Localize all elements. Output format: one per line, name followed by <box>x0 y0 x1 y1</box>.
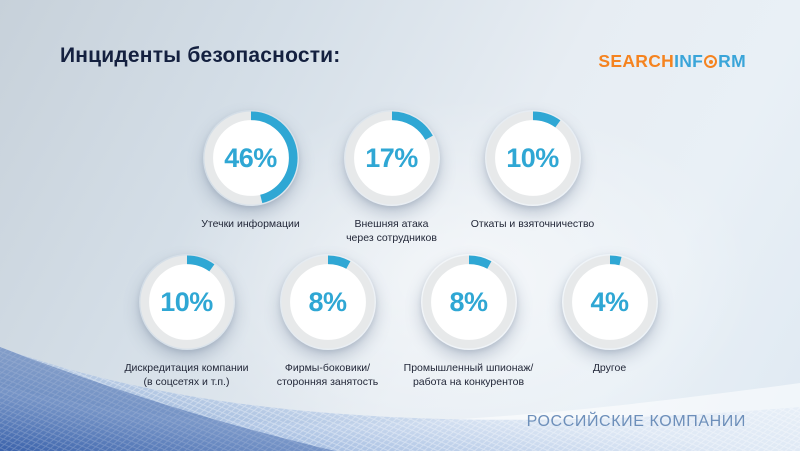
percentage-value: 4% <box>590 286 629 317</box>
donut-chart: 4% <box>562 254 658 350</box>
donut-arc <box>344 111 439 205</box>
donut-arc <box>203 111 298 205</box>
donut-chart: 17% <box>344 110 440 206</box>
donut-svg <box>344 111 439 205</box>
percentage-value: 8% <box>449 286 488 317</box>
footer-label: РОССИЙСКИЕ КОМПАНИИ <box>526 413 746 430</box>
donut-svg <box>562 255 657 349</box>
donut-chart: 10% <box>485 110 581 206</box>
donut-svg <box>139 255 234 349</box>
donut-svg <box>203 111 298 205</box>
percentage-value: 10% <box>160 286 213 317</box>
donut-chart: 8% <box>280 254 376 350</box>
donut-card-discreditation: 10% Дискредитация компании (в соцсетях и… <box>116 254 257 389</box>
donut-caption: Фирмы-боковики/ сторонняя занятость <box>276 362 379 389</box>
donut-caption: Внешняя атака через сотрудников <box>346 218 437 245</box>
logo-text-inf: INF <box>674 51 704 71</box>
searchinform-logo: SEARCHINF RM <box>598 51 746 72</box>
logo-text-search: SEARCH <box>598 51 675 71</box>
donut-arc <box>562 255 657 349</box>
donut-svg <box>280 255 375 349</box>
donut-caption: Утечки информации <box>201 218 300 230</box>
donut-card-external-attack: 17% Внешняя атака через сотрудников <box>321 110 462 245</box>
donut-card-kickbacks: 10% Откаты и взяточничество <box>462 110 603 245</box>
donut-card-other: 4% Другое <box>539 254 680 389</box>
donut-caption: Откаты и взяточничество <box>470 218 595 230</box>
donut-row-1: 46% Утечки информации 17% Внешняя атака … <box>180 110 603 245</box>
donut-chart: 10% <box>139 254 235 350</box>
donut-chart: 46% <box>203 110 299 206</box>
page-title: Инциденты безопасности: <box>60 44 341 67</box>
donut-arc <box>421 255 516 349</box>
donut-card-espionage: 8% Промышленный шпионаж/ работа на конку… <box>398 254 539 389</box>
logo-o-dot <box>708 59 713 64</box>
percentage-value: 17% <box>365 142 418 173</box>
percentage-value: 10% <box>506 142 559 173</box>
logo-text-rm: RM <box>718 51 746 71</box>
donut-row-2: 10% Дискредитация компании (в соцсетях и… <box>116 254 680 389</box>
donut-svg <box>421 255 516 349</box>
donut-caption: Другое <box>592 362 627 374</box>
logo-o-icon <box>704 55 718 68</box>
percentage-value: 46% <box>224 142 277 173</box>
percentage-value: 8% <box>308 286 347 317</box>
donut-arc <box>280 255 375 349</box>
donut-arc <box>139 255 234 349</box>
donut-svg <box>485 111 580 205</box>
donut-arc <box>485 111 580 205</box>
donut-card-info-leaks: 46% Утечки информации <box>180 110 321 245</box>
donut-caption: Дискредитация компании (в соцсетях и т.п… <box>124 362 249 389</box>
donut-card-side-firms: 8% Фирмы-боковики/ сторонняя занятость <box>257 254 398 389</box>
donut-chart: 8% <box>421 254 517 350</box>
donut-caption: Промышленный шпионаж/ работа на конкурен… <box>403 362 534 389</box>
